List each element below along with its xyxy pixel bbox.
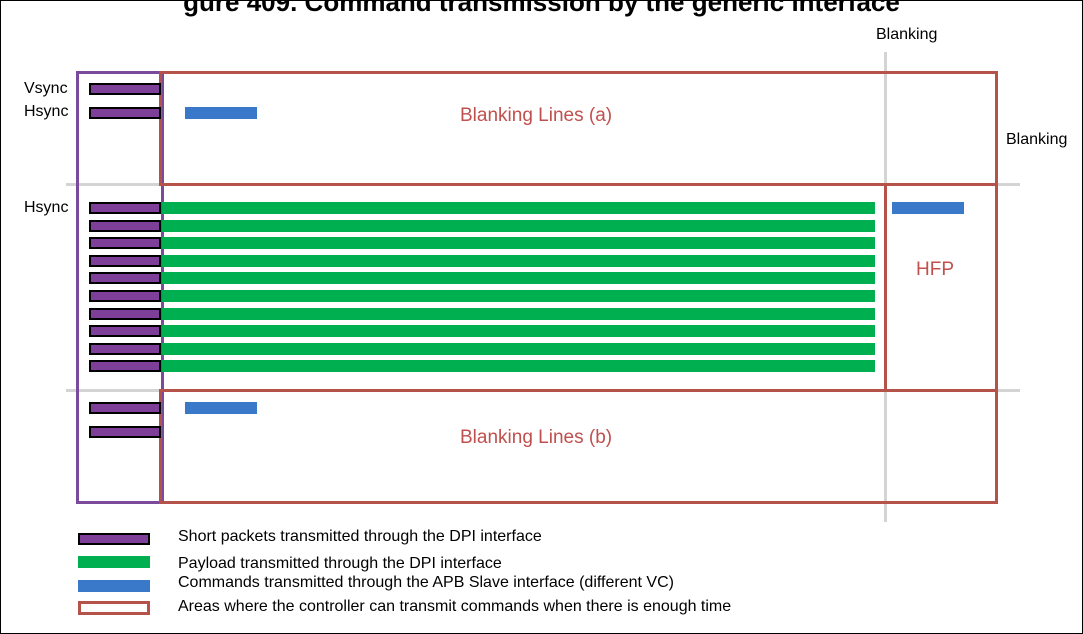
hfp-area: [884, 183, 998, 392]
payload-line: [162, 237, 875, 249]
legend-area-swatch: [78, 601, 150, 615]
dpi-frame-outline: [76, 71, 164, 504]
short-packet-bottom-1: [89, 402, 161, 414]
command-block-b: [185, 402, 257, 414]
blanking-area-b: [159, 389, 998, 504]
blanking-lines-b-label: Blanking Lines (b): [460, 427, 613, 448]
legend-command-swatch: [78, 580, 150, 592]
vsync-label: Vsync: [24, 80, 68, 97]
short-packet-vsync: [89, 83, 161, 95]
legend-short-packets-text: Short packets transmitted through the DP…: [178, 528, 542, 545]
payload-line: [162, 272, 875, 284]
blanking-top-label: Blanking: [876, 26, 938, 43]
figure-title: gure 409. Command transmission by the ge…: [183, 0, 900, 17]
hsync-top-label: Hsync: [24, 103, 69, 120]
legend-payload-swatch: [78, 556, 150, 568]
short-packet-active-line: [89, 343, 161, 355]
command-block-a: [185, 107, 257, 119]
short-packet-active-line: [89, 237, 161, 249]
payload-line: [162, 360, 875, 372]
short-packet-active-line: [89, 325, 161, 337]
short-packet-active-line: [89, 202, 161, 214]
hsync-mid-label: Hsync: [24, 199, 69, 216]
hfp-label: HFP: [916, 259, 954, 280]
short-packet-active-line: [89, 290, 161, 302]
payload-line: [162, 325, 875, 337]
payload-line: [162, 255, 875, 267]
legend-areas-text: Areas where the controller can transmit …: [178, 598, 732, 615]
legend-payload-text: Payload transmitted through the DPI inte…: [178, 555, 502, 572]
short-packet-bottom-2: [89, 426, 161, 438]
payload-line: [162, 290, 875, 302]
payload-line: [162, 220, 875, 232]
payload-line: [162, 343, 875, 355]
payload-line: [162, 308, 875, 320]
legend-short-packet-swatch: [78, 533, 150, 545]
short-packet-active-line: [89, 255, 161, 267]
blanking-area-a: [159, 71, 998, 186]
blanking-right-label: Blanking: [1006, 131, 1068, 148]
short-packet-active-line: [89, 308, 161, 320]
legend-commands-text: Commands transmitted through the APB Sla…: [178, 574, 674, 591]
command-block-hfp: [892, 202, 964, 214]
blanking-lines-a-label: Blanking Lines (a): [460, 105, 613, 126]
short-packet-active-line: [89, 360, 161, 372]
short-packet-hsync: [89, 107, 161, 119]
payload-line: [162, 202, 875, 214]
short-packet-active-line: [89, 272, 161, 284]
short-packet-active-line: [89, 220, 161, 232]
